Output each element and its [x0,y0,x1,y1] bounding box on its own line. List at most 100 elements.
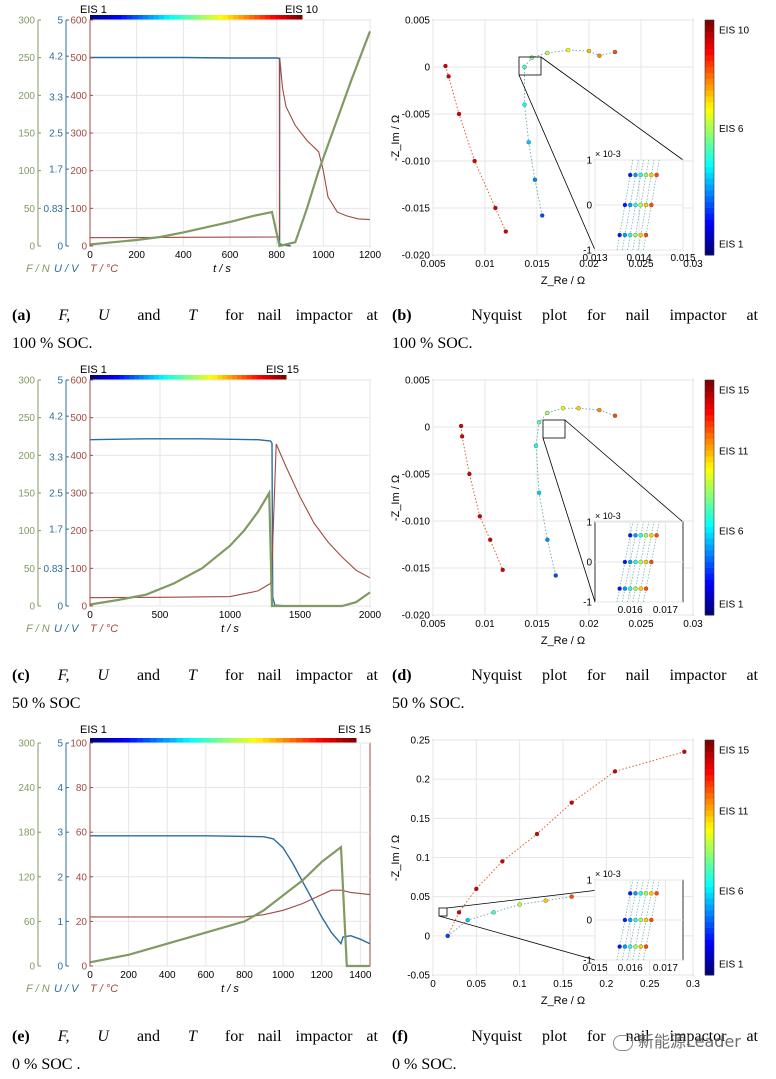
colorbar-a-segment [233,15,239,20]
inset-point-d [643,586,649,591]
colorbar-d-segment [705,409,714,416]
colorbar-e-start-label: EIS 1 [80,724,107,736]
inset-point-d [654,533,659,538]
colorbar-b-label: EIS 10 [719,25,749,36]
x-tick-e: 600 [198,970,215,981]
point-f-1 [445,933,450,938]
colorbar-b-segment [705,237,714,244]
x-tick-d: 0.025 [628,619,653,630]
x-tick-a: 400 [175,250,192,261]
colorbar-d-segment [705,391,714,399]
inset-point-d [649,559,654,565]
colorbar-c-segment [143,375,150,380]
y-label-d: -Z_Im / Ω [390,475,402,521]
x-tick-a: 800 [268,250,285,261]
y-tick-e-2: 0 [81,962,87,973]
colorbar-a-segment [127,15,133,20]
colorbar-b-segment [705,178,714,185]
series-c-T [89,443,371,599]
y-tick-f: 0.2 [416,775,430,786]
colorbar-b-segment [705,196,714,203]
colorbar-f-segment [705,916,714,923]
colorbar-c-segment [94,375,101,380]
colorbar-c-segment [251,375,258,380]
inset-x-tick-f: 0.016 [618,963,643,974]
series-b-line-0 [445,65,507,232]
colorbar-e-segment [329,738,337,743]
y-label-f: -Z_Im / Ω [390,835,402,881]
y-tick-a-1: 1.7 [49,165,63,176]
inset-point-f [628,917,633,923]
point-b-1 [545,50,550,56]
colorbar-e-segment [103,738,111,743]
colorbar-d-segment [705,462,714,469]
inset-point-f [649,917,654,923]
inset-point-b [628,172,633,178]
colorbar-a-segment [180,15,186,20]
series-a [89,30,372,248]
colorbar-c-segment [261,375,267,380]
x-label-d: Z_Re / Ω [541,635,585,647]
zoom-connector-b [518,74,596,251]
grid-d [432,379,694,616]
chart-e: EIS 1 EIS 15 0 200 400 600 800 1000 1200 140006… [18,724,372,995]
y-tick-c-1: 2.5 [49,489,63,500]
colorbar-b-segment [705,67,714,74]
colorbar-b-segment [705,55,714,62]
inset-point-d [633,586,638,591]
colorbar-d-segment [705,444,714,451]
inset-point-f [649,891,654,896]
inset-point-b [617,232,622,238]
colorbar-d-label: EIS 15 [719,385,749,396]
colorbar-a-start-label: EIS 1 [80,4,107,16]
colorbar-b-segment [705,208,714,215]
colorbar-f-segment [705,922,714,929]
colorbar-d-segment [705,427,714,434]
caption-d-line2: 50 % SOC. [392,695,465,712]
point-d-1 [612,413,618,418]
colorbar-c-segment [124,375,130,380]
point-b-1 [597,53,602,58]
inset-point-f [643,917,649,923]
colorbar-c [90,375,287,380]
colorbar-a-segment [174,15,181,20]
chart-d: 0.005 0.01 0.015 0.02 0.025 0.030.0050-0.005-… [390,376,749,648]
colorbar-d-segment [705,562,714,569]
colorbar-f-segment [705,816,714,823]
point-b-1 [612,49,618,55]
colorbar-c-segment [212,375,218,380]
colorbar-e-segment [183,738,191,743]
y-tick-b: 0 [424,63,430,74]
colorbar-b-frame [704,19,715,256]
colorbar-f-segment [705,969,714,976]
colorbar-d-segment [705,468,714,475]
caption-a: (a) F, U and T for nail impactor at 100 … [12,302,378,358]
y-tick-d: -0.005 [402,470,431,481]
point-d-1 [545,410,550,416]
y-tick-d: -0.020 [402,611,431,622]
inset-b: 0.013 0.014 0.015 1 0 -1 × 10-3 [518,56,696,264]
inset-point-f [638,891,643,896]
colorbar-b-segment [705,25,714,33]
inset-point-b [643,232,649,238]
inset-point-d [643,533,649,538]
colorbar-f-frame [704,739,715,976]
axis-label-c-T: T / °C [90,623,118,635]
colorbar-d-segment [705,532,714,540]
point-f-1 [465,918,470,923]
caption-e-and: and [136,1028,161,1045]
colorbar-f-segment [705,798,714,806]
colorbar-c-segment [139,375,145,380]
inset-y-tick-f: -1 [583,956,592,967]
y-tick-a-0: 250 [18,53,35,64]
inset-point-f [638,944,643,949]
inset-point-b [633,172,638,178]
caption-a-F: F, [58,307,71,324]
colorbar-c-segment [227,375,233,380]
point-d-1 [576,406,581,411]
colorbar-f-segment [705,775,714,782]
colorbar-a-segment [148,15,155,20]
colorbar-a-segment [249,15,255,20]
colorbar-e-segment [163,738,171,743]
inset-point-d [617,586,622,591]
